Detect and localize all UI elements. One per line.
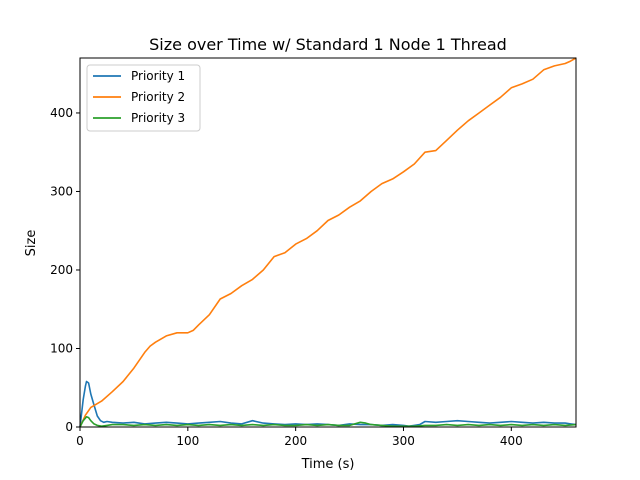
- x-tick-label: 100: [176, 434, 199, 448]
- x-axis-label: Time (s): [301, 457, 355, 472]
- y-axis: 0 100 200 300 400: [50, 106, 80, 434]
- axes-frame: [79, 57, 577, 428]
- legend-label-priority-3: Priority 3: [131, 111, 185, 125]
- y-axis-label: Size: [24, 230, 39, 257]
- y-tick-label: 300: [50, 184, 73, 198]
- x-tick-label: 400: [500, 434, 523, 448]
- legend-label-priority-1: Priority 1: [131, 69, 185, 83]
- series-line-priority-3: [79, 415, 577, 428]
- x-axis: 0 100 200 300 400: [76, 427, 523, 448]
- chart-title: Size over Time w/ Standard 1 Node 1 Thre…: [149, 35, 507, 54]
- y-tick-label: 100: [50, 341, 73, 355]
- legend-label-priority-2: Priority 2: [131, 90, 185, 104]
- x-tick-label: 0: [76, 434, 84, 448]
- legend-box: [86, 64, 201, 132]
- series-line-priority-2: [79, 57, 577, 428]
- legend: Priority 1 Priority 2 Priority 3: [86, 64, 201, 132]
- x-tick-label: 200: [284, 434, 307, 448]
- y-tick-label: 400: [50, 106, 73, 120]
- plot-area: [79, 57, 577, 428]
- x-tick-label: 300: [392, 434, 415, 448]
- y-tick-label: 0: [65, 420, 73, 434]
- y-tick-label: 200: [50, 263, 73, 277]
